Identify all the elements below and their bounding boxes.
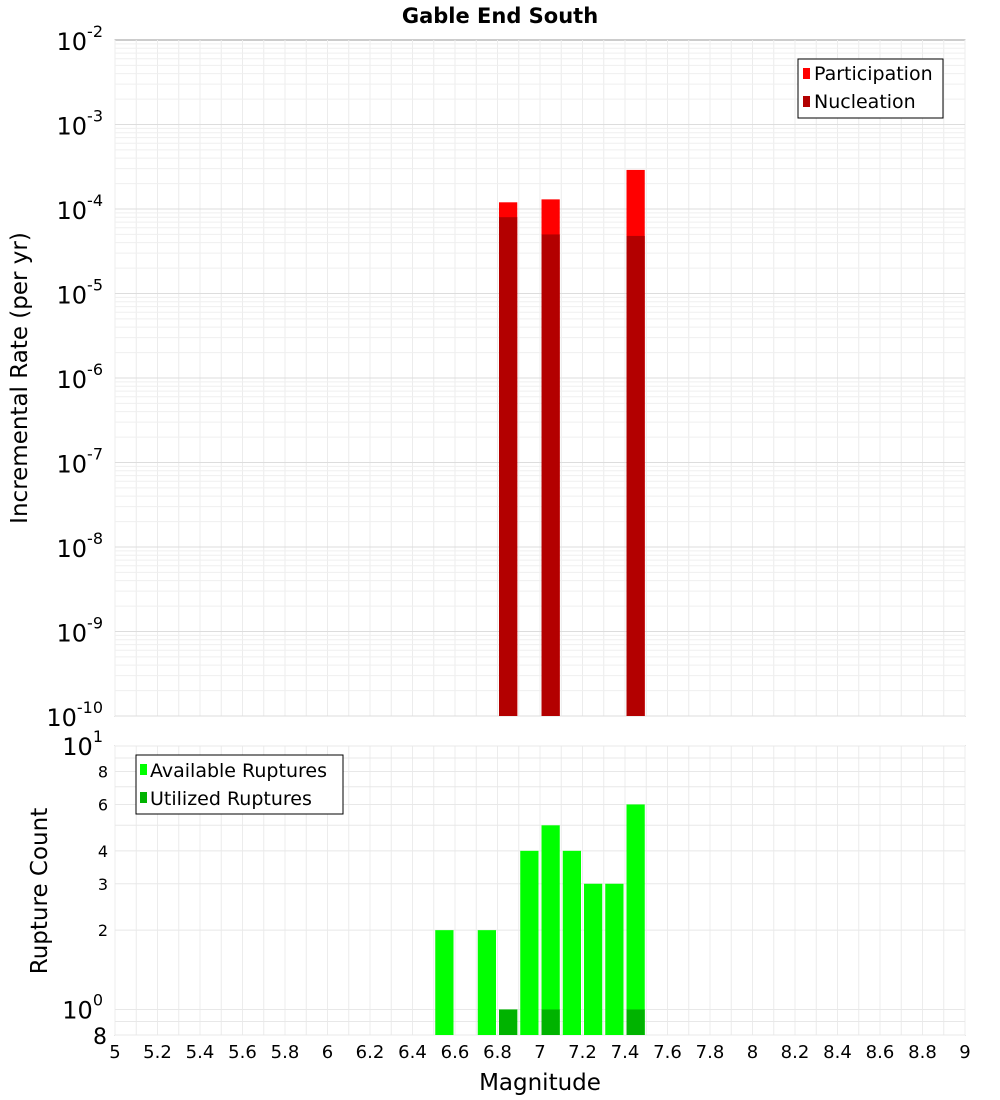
x-tick-label: 5.8 bbox=[271, 1042, 300, 1063]
bottom-y-tick-label: 8 bbox=[98, 763, 108, 782]
x-tick-label: 5.6 bbox=[228, 1042, 257, 1063]
top-y-tick-label: 10-9 bbox=[57, 614, 104, 648]
top-y-tick-label: 10-5 bbox=[57, 276, 104, 310]
top-y-tick-label: 10-6 bbox=[57, 360, 104, 394]
bottom-bar-utilized bbox=[626, 1009, 645, 1035]
x-tick-label: 6 bbox=[322, 1042, 333, 1063]
top-y-tick-label: 10-10 bbox=[46, 698, 103, 732]
bottom-y-tick-label: 4 bbox=[98, 842, 108, 861]
x-tick-label: 8 bbox=[747, 1042, 758, 1063]
top-bars bbox=[499, 169, 645, 717]
x-tick-label: 7.4 bbox=[611, 1042, 640, 1063]
top-bar-nucleation bbox=[626, 235, 645, 716]
bottom-bars bbox=[435, 804, 645, 1035]
x-tick-label: 8.8 bbox=[908, 1042, 937, 1063]
bottom-y-tick-label: 6 bbox=[98, 795, 108, 814]
legend-label-nucleation: Nucleation bbox=[814, 91, 916, 113]
bottom-bar-available bbox=[477, 930, 496, 1035]
bottom-bar-utilized bbox=[499, 1009, 518, 1035]
top-y-tick-label: 10-3 bbox=[57, 107, 104, 141]
top-legend-box bbox=[797, 58, 944, 119]
x-tick-label: 5 bbox=[109, 1042, 120, 1063]
legend-label-utilized-ruptures: Utilized Ruptures bbox=[150, 788, 312, 810]
x-tick-label: 8.2 bbox=[781, 1042, 810, 1063]
x-tick-label: 8.6 bbox=[866, 1042, 895, 1063]
top-legend: Participation Nucleation bbox=[797, 58, 944, 119]
top-y-tick-label: 10-8 bbox=[57, 529, 104, 563]
legend-swatch-utilized-ruptures bbox=[140, 792, 147, 803]
x-tick-label: 5.2 bbox=[143, 1042, 172, 1063]
x-tick-label: 6.2 bbox=[356, 1042, 385, 1063]
x-tick-label: 7.2 bbox=[568, 1042, 597, 1063]
x-axis-label: Magnitude bbox=[479, 1070, 601, 1096]
bottom-bar-available bbox=[626, 804, 645, 1035]
bottom-bar-utilized bbox=[541, 1009, 560, 1035]
bottom-y-tick-label: 100 bbox=[62, 990, 103, 1024]
bottom-y-tick-label: 2 bbox=[98, 921, 108, 940]
legend-label-available-ruptures: Available Ruptures bbox=[150, 760, 327, 782]
x-ticks: 5 5.2 5.4 5.6 5.8 6 6.2 6.4 6.6 6.8 7 7.2 7.4 7.6 7.8 8… bbox=[109, 1042, 970, 1063]
x-tick-label: 7 bbox=[534, 1042, 545, 1063]
bottom-grid bbox=[114, 745, 966, 1036]
x-tick-label: 5.4 bbox=[186, 1042, 215, 1063]
bottom-bar-available bbox=[520, 850, 539, 1035]
top-bar-nucleation bbox=[541, 234, 560, 717]
bottom-bar-available bbox=[435, 930, 454, 1035]
bottom-y-axis-label: Rupture Count bbox=[27, 808, 53, 974]
x-tick-label: 6.4 bbox=[398, 1042, 427, 1063]
bottom-y-tick-label: 3 bbox=[98, 875, 108, 894]
x-tick-label: 6.6 bbox=[441, 1042, 470, 1063]
bottom-legend-box bbox=[135, 754, 344, 815]
legend-swatch-available-ruptures bbox=[140, 764, 147, 775]
x-tick-label: 9 bbox=[959, 1042, 970, 1063]
top-y-axis-label: Incremental Rate (per yr) bbox=[7, 232, 33, 524]
bottom-bar-available bbox=[605, 883, 624, 1035]
top-y-tick-label: 10-2 bbox=[57, 22, 104, 56]
top-bar-nucleation bbox=[499, 217, 518, 716]
legend-swatch-nucleation bbox=[803, 96, 810, 107]
top-y-tick-label: 10-4 bbox=[57, 191, 104, 225]
bottom-bar-available bbox=[562, 850, 581, 1035]
x-tick-label: 7.8 bbox=[696, 1042, 725, 1063]
top-grid bbox=[114, 40, 966, 717]
legend-label-participation: Participation bbox=[814, 63, 933, 85]
bottom-y-tick-label: 8 bbox=[93, 1025, 107, 1050]
x-tick-label: 7.6 bbox=[653, 1042, 682, 1063]
legend-swatch-participation bbox=[803, 68, 810, 79]
bottom-y-tick-label: 101 bbox=[62, 727, 103, 761]
bottom-bar-available bbox=[584, 883, 603, 1035]
x-tick-label: 6.8 bbox=[483, 1042, 512, 1063]
top-y-tick-label: 10-7 bbox=[57, 445, 104, 479]
top-plot: 10-10 10-9 10-8 10-7 10-6 10-5 10-4 10-3 10-2 In… bbox=[7, 22, 966, 732]
top-y-ticks: 10-10 10-9 10-8 10-7 10-6 10-5 10-4 10-3 10-2 bbox=[46, 22, 103, 732]
chart-title: Gable End South bbox=[402, 4, 598, 28]
x-tick-label: 8.4 bbox=[823, 1042, 852, 1063]
bottom-legend: Available Ruptures Utilized Ruptures bbox=[135, 754, 344, 815]
bottom-bar-available bbox=[541, 825, 560, 1035]
